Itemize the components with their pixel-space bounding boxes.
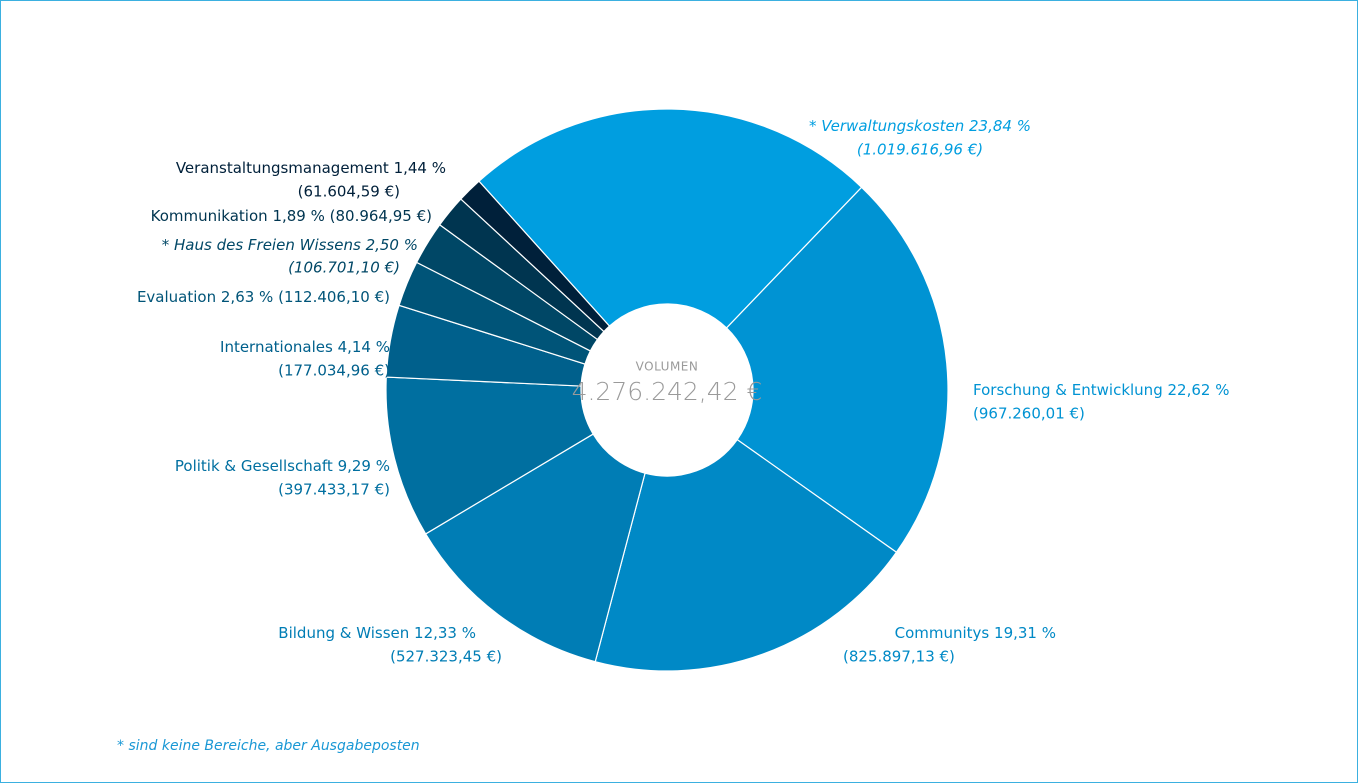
slice-label: Communitys 19,31 % bbox=[895, 624, 1056, 642]
category-name: Internationales bbox=[220, 338, 333, 356]
slice bbox=[460, 180, 611, 333]
slice-label: * Verwaltungskosten 23,84 % bbox=[809, 117, 1031, 135]
value-label: 9,29 % bbox=[338, 457, 390, 475]
slice-label: Veranstaltungsmanagement 1,44 % bbox=[176, 159, 446, 177]
value-label: 22,62 % bbox=[1168, 381, 1230, 399]
slice-label: * Haus des Freien Wissens 2,50 % bbox=[162, 236, 418, 254]
value-label: 1,44 % bbox=[394, 159, 446, 177]
slice-label: Evaluation 2,63 % (112.406,10 €) bbox=[137, 288, 390, 306]
category-name: * Verwaltungskosten bbox=[809, 117, 964, 135]
category-name: Forschung & Entwicklung bbox=[973, 381, 1163, 399]
value-label: 1,89 % bbox=[272, 207, 324, 225]
category-name: Bildung & Wissen bbox=[278, 624, 409, 642]
center-value: 4.276.242,42 € bbox=[572, 377, 763, 406]
value-label: 12,33 % bbox=[414, 624, 476, 642]
value-label: 19,31 % bbox=[994, 624, 1056, 642]
footnote: * sind keine Bereiche, aber Ausgabeposte… bbox=[117, 738, 420, 754]
value-label: 23,84 % bbox=[969, 117, 1031, 135]
amount-label: (1.019.616,96 €) bbox=[857, 141, 983, 159]
slice bbox=[385, 376, 594, 535]
slice-label: Forschung & Entwicklung 22,62 % bbox=[973, 381, 1229, 399]
slices bbox=[385, 108, 949, 672]
category-name: Veranstaltungsmanagement bbox=[176, 159, 389, 177]
slice-label: Internationales 4,14 % bbox=[220, 338, 390, 356]
slice bbox=[594, 438, 898, 672]
category-name: Evaluation bbox=[137, 288, 216, 306]
amount-label: (112.406,10 €) bbox=[278, 288, 390, 306]
amount-label: (825.897,13 €) bbox=[843, 648, 955, 666]
category-name: Kommunikation bbox=[151, 207, 268, 225]
amount-label: (80.964,95 €) bbox=[330, 207, 432, 225]
slice bbox=[478, 108, 863, 329]
slice-label: Kommunikation 1,89 % (80.964,95 €) bbox=[151, 207, 432, 225]
value-label: 4,14 % bbox=[338, 338, 390, 356]
value-label: 2,50 % bbox=[366, 236, 418, 254]
value-label: 2,63 % bbox=[221, 288, 273, 306]
category-name: * Haus des Freien Wissens bbox=[162, 236, 361, 254]
labels: * Verwaltungskosten 23,84 % (1.019.616,96… bbox=[137, 117, 1230, 666]
slice-label: Politik & Gesellschaft 9,29 % bbox=[175, 457, 390, 475]
amount-label: (527.323,45 €) bbox=[390, 648, 502, 666]
category-name: Politik & Gesellschaft bbox=[175, 457, 333, 475]
slice bbox=[725, 186, 949, 554]
amount-label: (967.260,01 €) bbox=[973, 405, 1085, 423]
amount-label: (61.604,59 €) bbox=[298, 183, 400, 201]
amount-label: (106.701,10 €) bbox=[288, 259, 400, 277]
slice-label: Bildung & Wissen 12,33 % bbox=[278, 624, 476, 642]
category-name: Communitys bbox=[895, 624, 990, 642]
amount-label: (177.034,96 €) bbox=[278, 362, 390, 380]
amount-label: (397.433,17 €) bbox=[278, 481, 390, 499]
slice bbox=[424, 433, 646, 663]
center-label: VOLUMEN bbox=[636, 360, 699, 374]
